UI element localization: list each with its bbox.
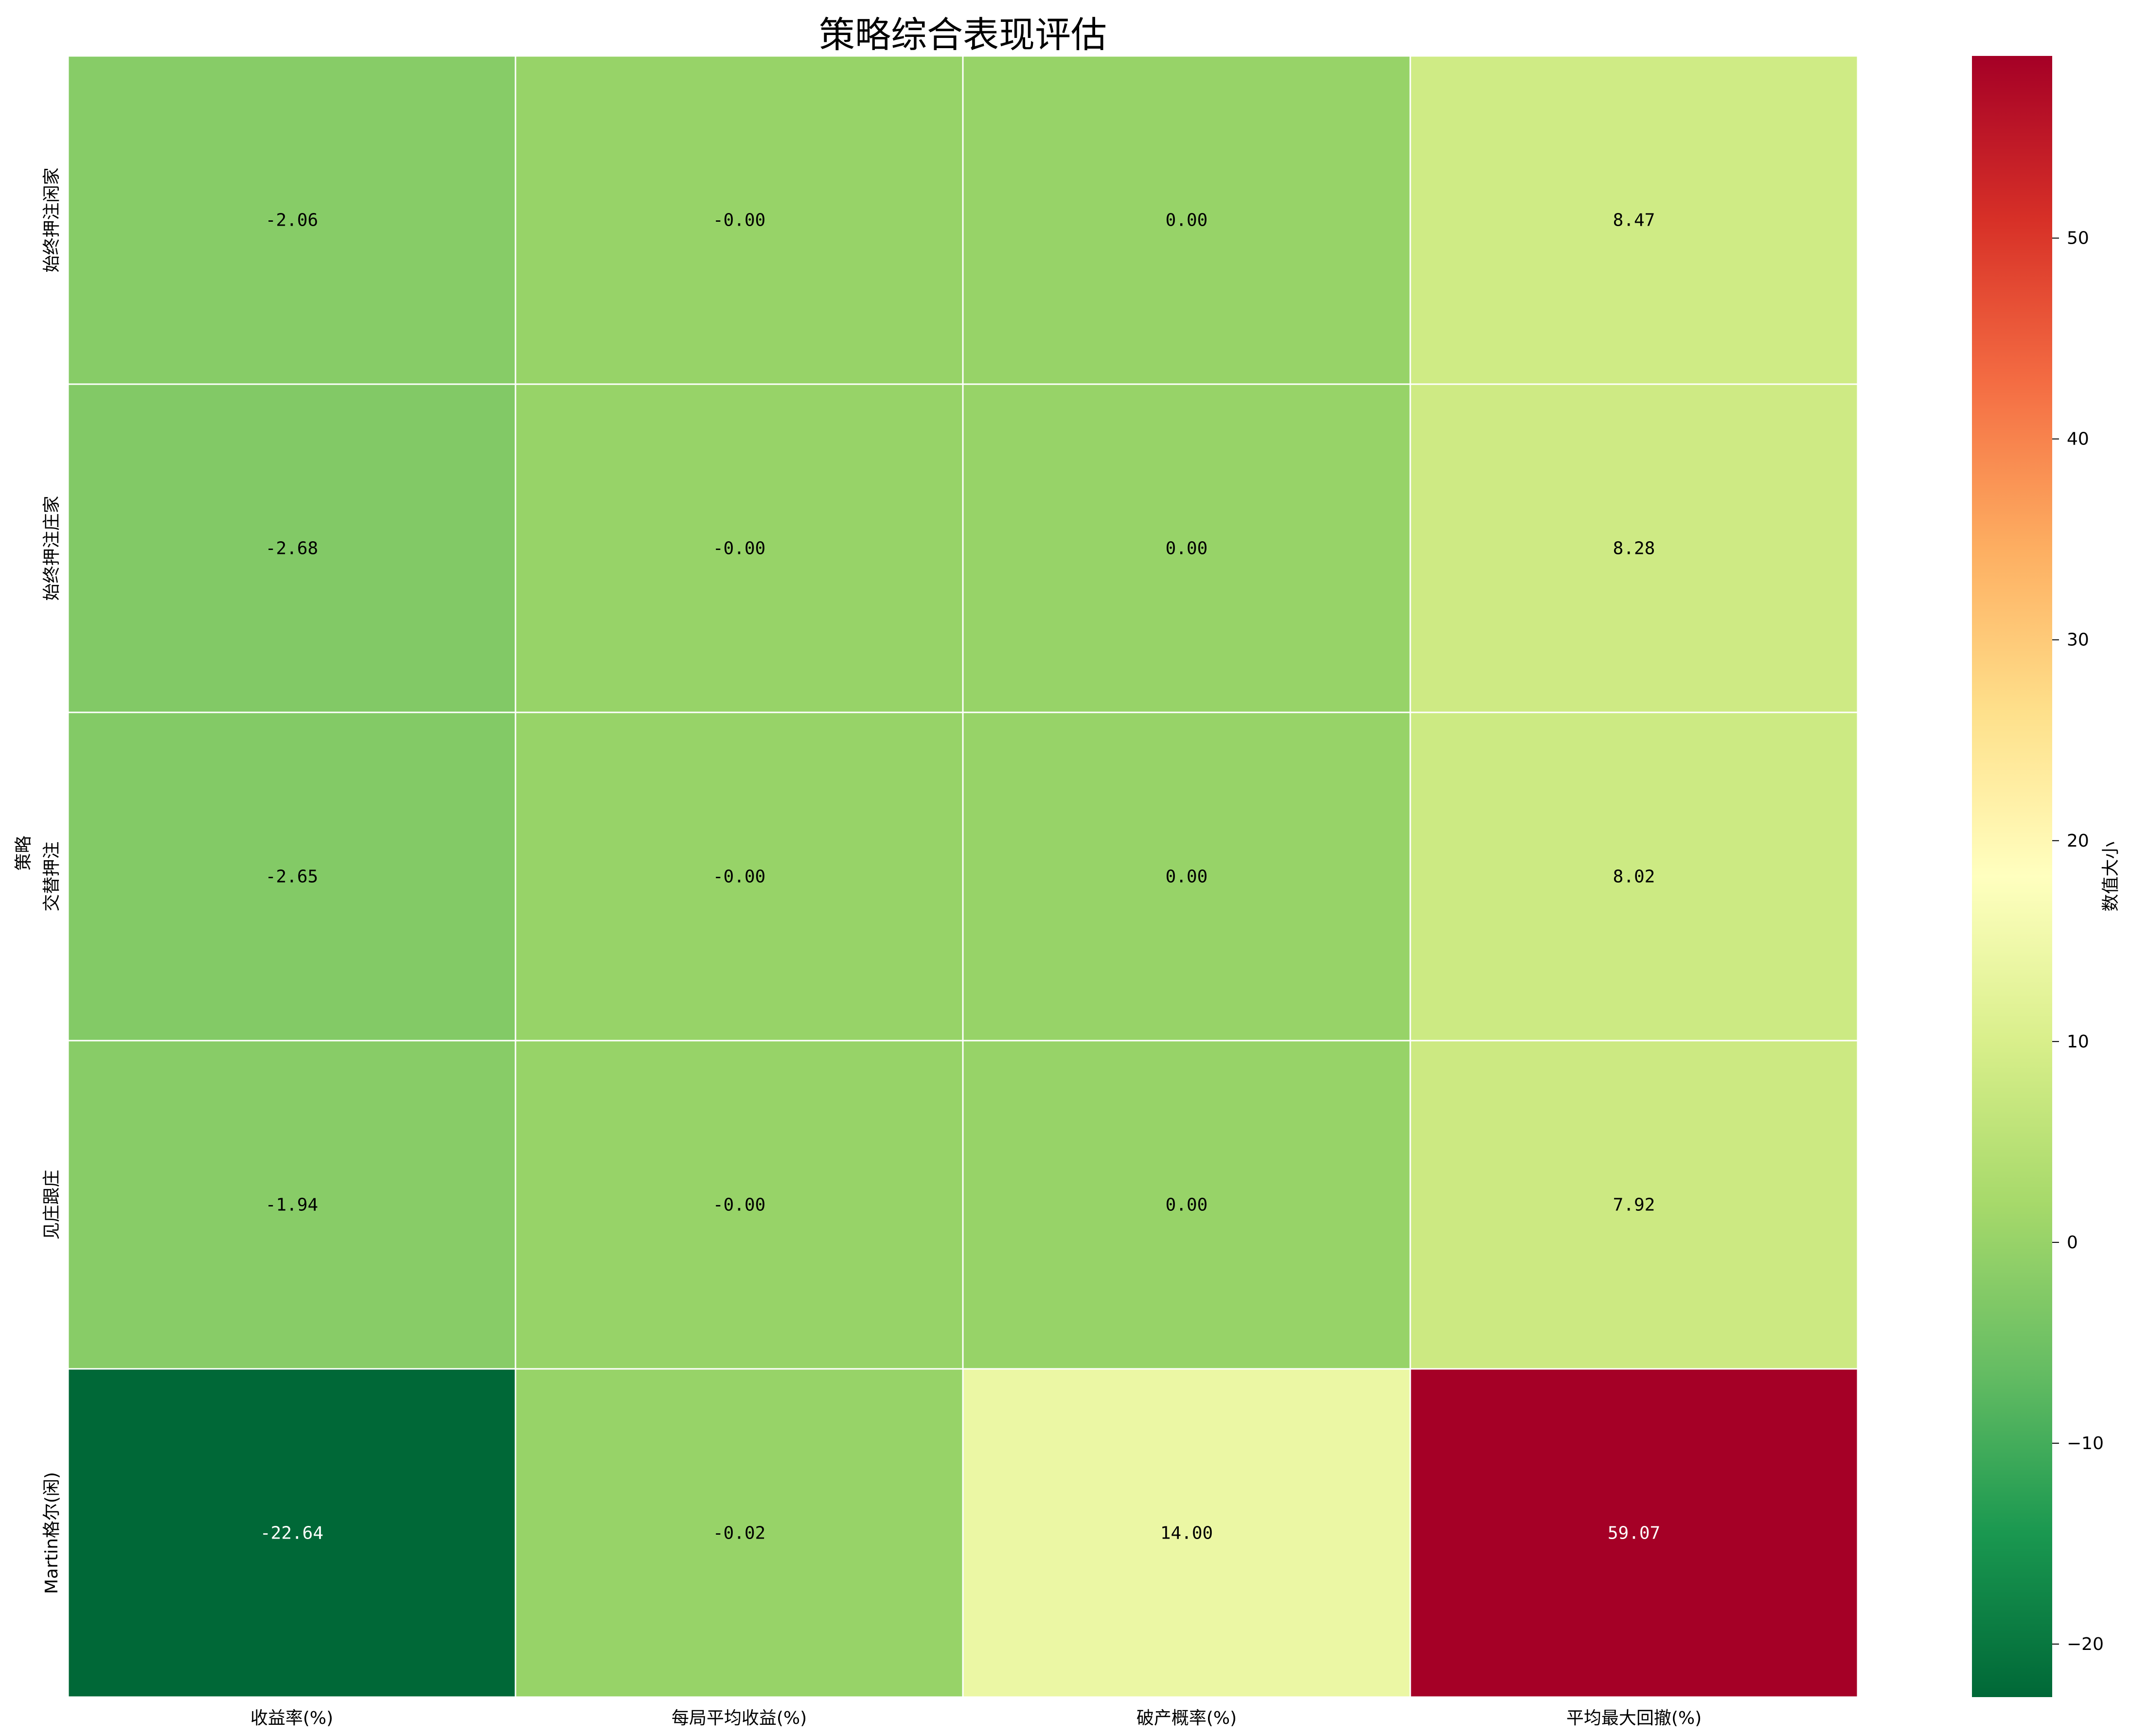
cell-value-r3-c3: 7.92 [1613,1195,1655,1215]
cell-value-r4-c2: 14.00 [1160,1523,1213,1543]
cell-value-r4-c1: -0.02 [713,1523,765,1543]
cell-value-r1-c1: -0.00 [713,539,765,559]
cell-value-r0-c2: 0.00 [1166,211,1208,230]
colorbar-tick-label-3: 10 [2067,1032,2089,1052]
y-axis-label: 策略 [14,835,34,870]
colorbar-tick-label-0: −20 [2067,1634,2104,1654]
y-tick-label-1: 始终押注庄家 [42,496,62,601]
cell-value-r0-c1: -0.00 [713,211,765,230]
heatmap-cell-r3-c3 [1409,1040,1859,1370]
heatmap-cell-r4-c3 [1409,1368,1859,1698]
y-tick-label-0: 始终押注闲家 [42,167,62,272]
heatmap-cell-r0-c2 [962,55,1411,385]
heatmap-cell-r4-c2 [962,1368,1411,1698]
cell-value-r1-c2: 0.00 [1166,539,1208,559]
heatmap-cell-r2-c0 [67,711,516,1042]
cell-value-r3-c2: 0.00 [1166,1195,1208,1215]
cell-value-r2-c2: 0.00 [1166,867,1208,887]
heatmap-cell-r1-c3 [1409,383,1859,713]
heatmap-cell-r3-c0 [67,1040,516,1370]
heatmap-cell-r2-c3 [1409,711,1859,1042]
cell-value-r0-c3: 8.47 [1613,211,1655,230]
heatmap-cell-r3-c1 [515,1040,964,1370]
cell-value-r3-c1: -0.00 [713,1195,765,1215]
heatmap-cell-r2-c1 [515,711,964,1042]
x-tick-label-1: 每局平均收益(%) [672,1708,807,1728]
colorbar-tick-label-7: 50 [2067,229,2089,248]
y-tick-label-3: 见庄跟庄 [42,1169,62,1240]
cell-value-r2-c0: -2.65 [266,867,318,887]
heatmap-cell-r0-c3 [1409,55,1859,385]
cell-value-r3-c0: -1.94 [266,1195,318,1215]
heatmap-cell-r4-c1 [515,1368,964,1698]
heatmap-cell-r0-c0 [67,55,516,385]
colorbar-tick-label-6: 40 [2067,429,2089,449]
y-tick-label-4: Martin格尔(闲) [42,1472,62,1594]
cell-value-r1-c0: -2.68 [266,539,318,559]
colorbar-tick-label-1: −10 [2067,1434,2104,1453]
cell-value-r0-c0: -2.06 [266,211,318,230]
colorbar-label: 数值大小 [2101,841,2121,911]
x-tick-label-2: 破产概率(%) [1136,1708,1237,1728]
x-tick-label-0: 收益率(%) [250,1708,333,1728]
heatmap-cell-r0-c1 [515,55,964,385]
heatmap-cell-r1-c1 [515,383,964,713]
cell-value-r1-c3: 8.28 [1613,539,1655,559]
colorbar [1972,56,2052,1697]
colorbar-tick-label-4: 20 [2067,831,2089,851]
heatmap-cell-r1-c2 [962,383,1411,713]
colorbar-tick-label-2: 0 [2067,1233,2078,1253]
heatmap-cell-r4-c0 [67,1368,516,1698]
x-tick-label-3: 平均最大回撤(%) [1566,1708,1702,1728]
chart-title: 策略综合表现评估 [819,14,1107,56]
y-tick-label-2: 交替押注 [42,841,62,911]
cell-value-r4-c3: 59.07 [1608,1523,1660,1543]
cell-value-r2-c3: 8.02 [1613,867,1655,887]
heatmap-cell-r3-c2 [962,1040,1411,1370]
colorbar-tick-label-5: 30 [2067,630,2089,650]
cell-value-r2-c1: -0.00 [713,867,765,887]
cell-value-r4-c0: -22.64 [260,1523,323,1543]
